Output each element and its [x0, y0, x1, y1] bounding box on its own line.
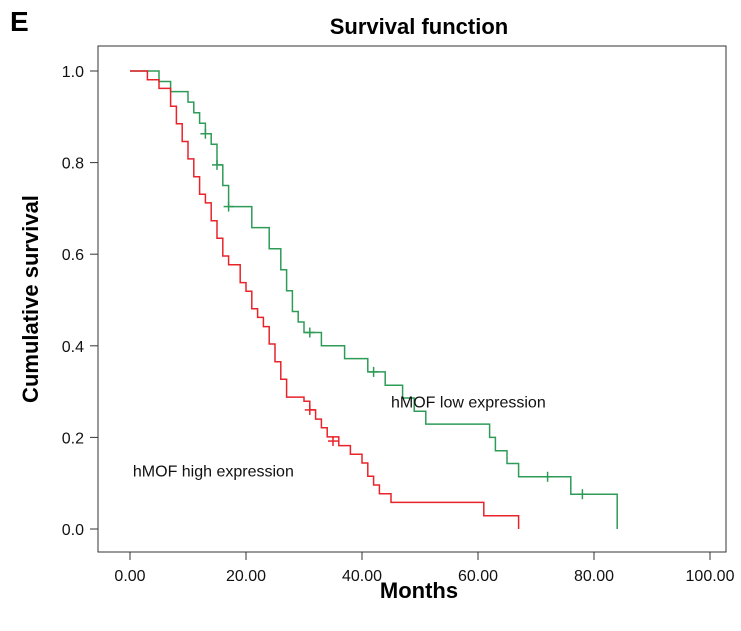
series-label-0: hMOF low expression [391, 395, 546, 412]
x-tick-label: 40.00 [342, 568, 382, 585]
y-axis-title: Cumulative survival [18, 195, 43, 403]
censor-mark [577, 489, 588, 500]
x-tick-label: 60.00 [458, 568, 498, 585]
x-tick-label: 80.00 [574, 568, 614, 585]
series-line-1 [130, 70, 520, 529]
series-label-1: hMOF high expression [133, 463, 294, 480]
y-tick-label: 1.0 [62, 64, 84, 81]
y-tick-label: 0.4 [62, 339, 84, 356]
x-axis-title: Months [380, 578, 458, 603]
plot-frame [97, 45, 727, 553]
x-tick-label: 0.00 [114, 568, 145, 585]
censor-mark [200, 128, 211, 139]
y-tick-label: 0.2 [62, 430, 84, 447]
censor-mark [368, 366, 379, 377]
censor-mark [223, 201, 234, 212]
series-layer: hMOF low expression hMOF high expression [130, 70, 618, 529]
x-axis: 0.00 20.00 40.00 60.00 80.00 100.00 [114, 552, 735, 585]
x-tick-label: 20.00 [226, 568, 266, 585]
y-axis: 0.0 0.2 0.4 0.6 0.8 1.0 [62, 64, 98, 539]
censor-mark [304, 404, 315, 415]
y-tick-label: 0.8 [62, 156, 84, 173]
panel-label: E [10, 6, 29, 37]
y-tick-label: 0.6 [62, 247, 84, 264]
chart-title: Survival function [330, 14, 508, 39]
series-line-0 [130, 70, 618, 529]
y-tick-label: 0.0 [62, 522, 84, 539]
x-tick-label: 100.00 [686, 568, 735, 585]
censor-mark [328, 436, 338, 447]
censor-mark [304, 327, 315, 338]
censor-mark [542, 471, 553, 482]
censor-mark [212, 159, 222, 170]
